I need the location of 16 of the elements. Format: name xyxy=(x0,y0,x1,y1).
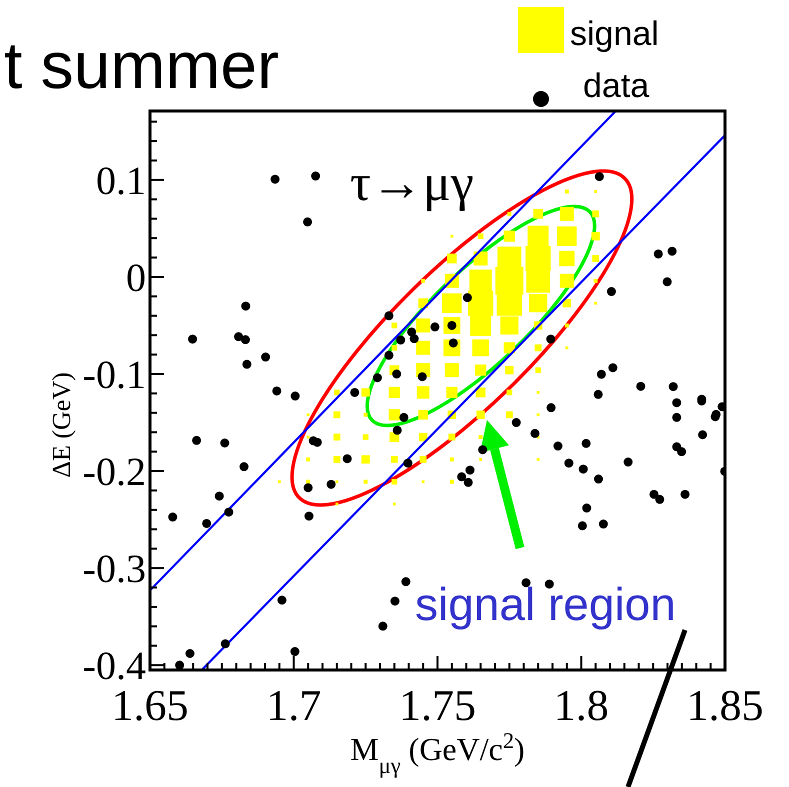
annotation: signal region xyxy=(415,578,676,630)
x-tick-label: 1.8 xyxy=(554,681,609,730)
y-axis-title: ΔE (GeV) xyxy=(47,372,76,478)
annotation: τ→μγ xyxy=(350,155,474,212)
x-tick-label: 1.75 xyxy=(399,681,476,730)
y-tick-label: -0.3 xyxy=(82,546,146,592)
x-tick-label: 1.7 xyxy=(266,681,322,730)
y-tick-label: 0 xyxy=(126,254,146,300)
x-tick-label: 1.85 xyxy=(686,681,764,730)
legend-label: signal xyxy=(570,15,659,53)
legend-label: data xyxy=(583,67,650,105)
y-tick-label: -0.2 xyxy=(82,449,146,494)
x-axis-title: M$_{μγ}$ (GeV/c$^{2}$) xyxy=(350,728,525,778)
chart-title: t summer xyxy=(4,28,280,102)
y-tick-label: -0.1 xyxy=(82,352,146,397)
y-tick-label: 0.1 xyxy=(96,158,146,203)
